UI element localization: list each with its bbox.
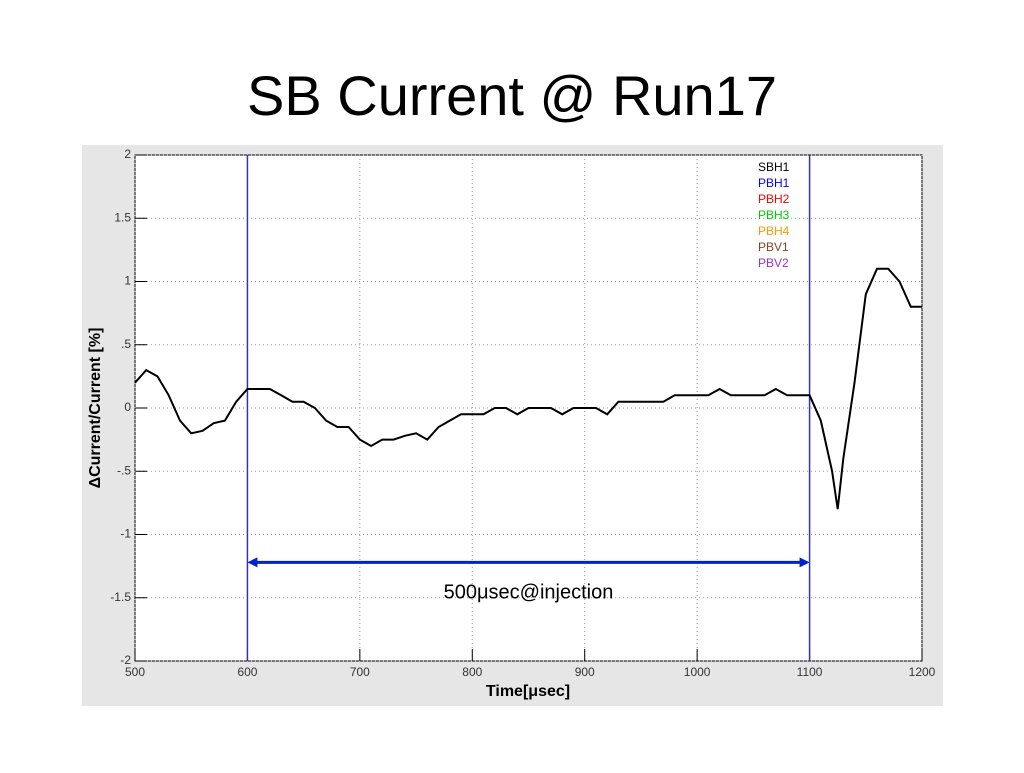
legend-entry: PBV2 [758, 256, 789, 270]
y-tick-label: -2 [120, 653, 131, 667]
y-tick-label: 2 [124, 147, 131, 161]
y-tick-label: -.5 [117, 463, 131, 477]
x-tick-label: 800 [462, 665, 482, 679]
x-tick-label: 1100 [797, 665, 823, 679]
x-tick-label: 900 [575, 665, 595, 679]
legend-entry: PBH3 [758, 208, 790, 222]
y-tick-label: -1 [120, 527, 131, 541]
legend-entry: PBH4 [758, 224, 790, 238]
y-tick-label: -1.5 [110, 590, 131, 604]
x-tick-label: 1000 [684, 665, 711, 679]
arrow-head [799, 557, 810, 568]
x-tick-label: 1200 [909, 665, 936, 679]
legend-entry: PBH2 [758, 192, 790, 206]
y-tick-label: 1 [124, 274, 131, 288]
legend-entry: PBV1 [758, 240, 789, 254]
chart-title: SB Current @ Run17 [247, 64, 777, 127]
y-tick-label: .5 [121, 337, 131, 351]
x-tick-label: 500 [125, 665, 145, 679]
arrow-head [247, 557, 258, 568]
y-axis-title: ΔCurrent/Current [%] [87, 328, 104, 489]
y-tick-label: 1.5 [114, 210, 131, 224]
x-tick-label: 600 [237, 665, 257, 679]
data-line [134, 267, 922, 510]
legend-entry: SBH1 [758, 160, 790, 174]
x-axis-title: Time[μsec] [486, 683, 570, 700]
x-tick-label: 700 [350, 665, 370, 679]
legend-entry: PBH1 [758, 176, 790, 190]
y-tick-label: 0 [124, 400, 131, 414]
annotation-text: 500μsec@injection [444, 582, 614, 604]
